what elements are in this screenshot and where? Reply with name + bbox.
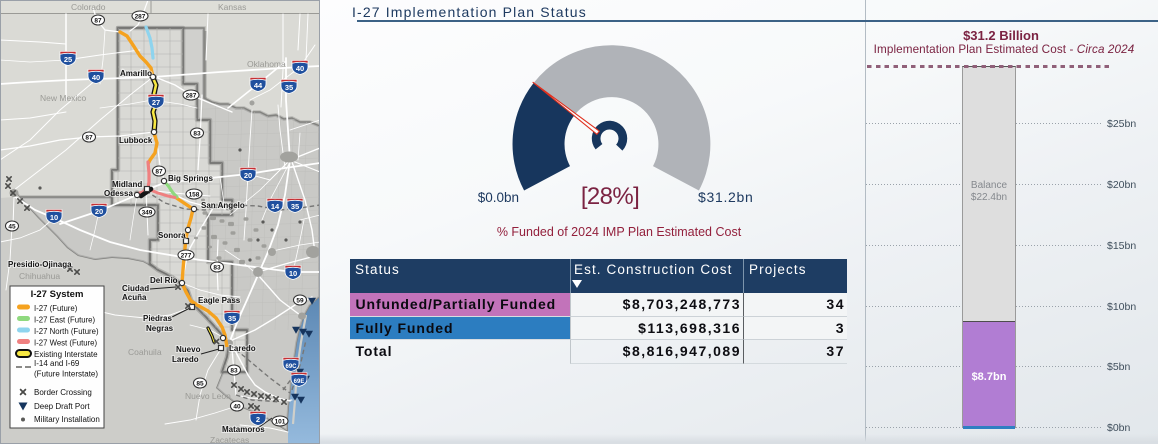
- svg-text:Oklahoma: Oklahoma: [247, 59, 286, 69]
- svg-text:Border Crossing: Border Crossing: [34, 388, 92, 397]
- svg-text:$31.2bn: $31.2bn: [698, 189, 754, 203]
- svg-text:35: 35: [228, 314, 236, 323]
- svg-text:83: 83: [213, 264, 221, 271]
- svg-text:35: 35: [285, 83, 293, 92]
- svg-text:Piedras: Piedras: [143, 314, 172, 323]
- svg-text:20: 20: [244, 171, 252, 180]
- svg-text:83: 83: [230, 367, 238, 374]
- svg-text:Matamoros: Matamoros: [222, 425, 265, 434]
- svg-text:Sonora: Sonora: [158, 231, 186, 240]
- svg-text:40: 40: [296, 64, 304, 73]
- svg-text:287: 287: [135, 13, 146, 20]
- svg-text:20: 20: [95, 207, 103, 216]
- svg-text:$0.0bn: $0.0bn: [478, 190, 519, 203]
- svg-text:287: 287: [186, 92, 197, 99]
- svg-text:25: 25: [64, 55, 72, 64]
- svg-text:158: 158: [189, 191, 200, 198]
- svg-text:Big Springs: Big Springs: [168, 174, 213, 183]
- svg-text:44: 44: [254, 81, 263, 90]
- svg-text:San Angelo: San Angelo: [201, 201, 245, 210]
- svg-text:35: 35: [291, 202, 299, 211]
- svg-text:Acuña: Acuña: [122, 293, 147, 302]
- svg-text:87: 87: [155, 168, 163, 175]
- svg-text:2: 2: [256, 415, 260, 424]
- svg-text:Coahuila: Coahuila: [128, 347, 162, 357]
- svg-text:Midland: Midland: [112, 180, 142, 189]
- svg-text:85: 85: [196, 380, 204, 387]
- svg-text:101: 101: [275, 418, 286, 425]
- svg-text:45: 45: [8, 223, 16, 230]
- svg-text:Kansas: Kansas: [218, 2, 246, 12]
- svg-text:Nuevo Leon: Nuevo Leon: [185, 391, 231, 401]
- svg-text:Deep Draft Port: Deep Draft Port: [34, 402, 90, 411]
- svg-text:I-14 and I-69: I-14 and I-69: [34, 359, 80, 368]
- svg-text:277: 277: [181, 252, 192, 259]
- svg-text:I-27 (Future): I-27 (Future): [34, 304, 78, 313]
- svg-text:Military Installation: Military Installation: [34, 415, 100, 424]
- svg-text:14: 14: [271, 202, 280, 211]
- svg-text:Nuevo: Nuevo: [176, 345, 201, 354]
- svg-text:Laredo: Laredo: [172, 355, 199, 364]
- svg-text:Colorado: Colorado: [71, 2, 106, 12]
- svg-text:69C: 69C: [285, 364, 297, 370]
- svg-text:69E: 69E: [294, 379, 305, 385]
- svg-text:I-27 West (Future): I-27 West (Future): [34, 339, 98, 348]
- svg-text:Negras: Negras: [146, 324, 174, 333]
- svg-text:I-27 East (Future): I-27 East (Future): [34, 316, 95, 325]
- svg-text:87: 87: [85, 134, 93, 141]
- svg-text:Ciudad: Ciudad: [122, 284, 149, 293]
- svg-text:10: 10: [50, 213, 58, 222]
- svg-text:59: 59: [296, 297, 304, 304]
- svg-text:Laredo: Laredo: [229, 344, 256, 353]
- svg-text:27: 27: [152, 98, 160, 107]
- svg-text:349: 349: [142, 209, 153, 216]
- svg-text:Del Rio: Del Rio: [150, 276, 178, 285]
- svg-text:40: 40: [92, 73, 100, 82]
- svg-text:10: 10: [289, 269, 297, 278]
- svg-text:Odessa: Odessa: [104, 189, 133, 198]
- svg-text:87: 87: [94, 17, 102, 24]
- svg-text:Lubbock: Lubbock: [119, 136, 153, 145]
- svg-text:40: 40: [233, 403, 241, 410]
- svg-text:New Mexico: New Mexico: [40, 93, 87, 103]
- svg-text:Amarillo: Amarillo: [120, 69, 152, 78]
- svg-text:Eagle Pass: Eagle Pass: [198, 296, 241, 305]
- svg-text:Presidio-Ojinaga: Presidio-Ojinaga: [8, 260, 72, 269]
- svg-text:Existing Interstate: Existing Interstate: [34, 350, 98, 359]
- svg-text:(Future Interstate): (Future Interstate): [34, 370, 98, 379]
- svg-text:I-27 System: I-27 System: [31, 289, 84, 300]
- svg-text:Zacatecas: Zacatecas: [210, 435, 249, 444]
- svg-text:83: 83: [193, 130, 201, 137]
- svg-text:Chihuahua: Chihuahua: [19, 271, 60, 281]
- svg-text:I-27 North (Future): I-27 North (Future): [34, 327, 99, 336]
